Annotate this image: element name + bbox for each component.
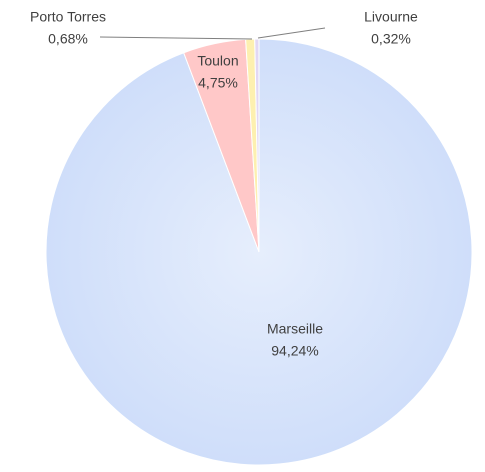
slice-value-label: 0,68% <box>48 31 88 47</box>
slice-value-label: 94,24% <box>271 343 318 359</box>
pie-slice <box>254 38 260 253</box>
leader-line <box>257 27 326 39</box>
slice-label: Toulon <box>197 53 238 69</box>
slice-label: Livourne <box>364 9 418 25</box>
slice-value-label: 4,75% <box>198 75 238 91</box>
slice-value-label: 0,32% <box>371 31 411 47</box>
leader-line <box>99 36 253 40</box>
slice-label: Marseille <box>267 321 323 337</box>
slice-label: Porto Torres <box>30 9 106 25</box>
